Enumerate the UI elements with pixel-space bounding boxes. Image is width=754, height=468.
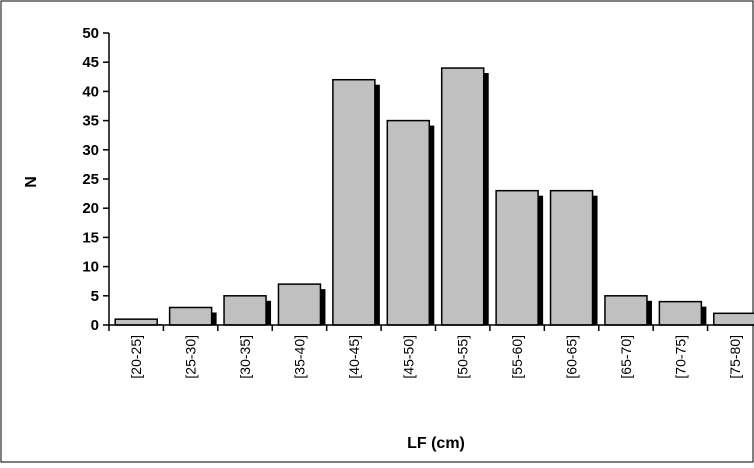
bar-series <box>114 67 754 326</box>
x-tick-label: [40-45] <box>346 335 362 379</box>
y-tick-label: 50 <box>82 25 99 42</box>
bar-45-50 <box>386 119 431 326</box>
bar-40-45 <box>332 78 376 326</box>
y-tick-label: 15 <box>82 229 99 246</box>
x-tick-label: [60-65] <box>564 335 580 379</box>
x-tick-label: [50-55] <box>455 335 471 379</box>
y-tick-label: 35 <box>82 113 99 130</box>
bar-55-60 <box>495 189 539 326</box>
y-tick-label: 40 <box>82 83 99 100</box>
x-tick-label: [70-75] <box>672 335 688 379</box>
x-tick-label: [75-80] <box>727 335 743 379</box>
y-tick-label: 5 <box>91 288 99 305</box>
x-tick-label: [55-60] <box>509 335 525 379</box>
bar-65-70 <box>604 295 648 326</box>
x-tick-label: [20-25] <box>128 335 144 379</box>
x-tick-label: [30-35] <box>237 335 253 379</box>
y-tick-label: 30 <box>82 142 99 159</box>
bar-25-30 <box>168 306 213 326</box>
x-tick-label: [45-50] <box>400 335 416 379</box>
bar-50-55 <box>440 67 485 326</box>
x-axis-ticks: [20-25] [25-30] [30-35] [35-40] [40-45] [45-5… <box>108 325 743 379</box>
x-tick-label: [25-30] <box>183 335 199 379</box>
bar-75-80 <box>713 312 754 326</box>
y-tick-label: 0 <box>91 317 99 334</box>
bar-60-65 <box>549 189 594 326</box>
y-tick-label: 25 <box>82 171 99 188</box>
y-tick-label: 45 <box>82 54 99 71</box>
bar-20-25 <box>114 318 158 326</box>
x-tick-label: [35-40] <box>291 335 307 379</box>
bar-30-35 <box>223 295 267 326</box>
bar-35-40 <box>277 283 322 326</box>
y-tick-label: 20 <box>82 200 99 217</box>
x-axis-title: LF (cm) <box>407 435 465 452</box>
y-tick-label: 10 <box>82 259 99 276</box>
bar-70-75 <box>658 300 703 326</box>
y-axis-title: N <box>23 176 40 188</box>
y-axis-ticks: 0 5 10 15 20 25 30 35 40 45 50 <box>82 25 109 334</box>
x-tick-label: [65-70] <box>618 335 634 379</box>
